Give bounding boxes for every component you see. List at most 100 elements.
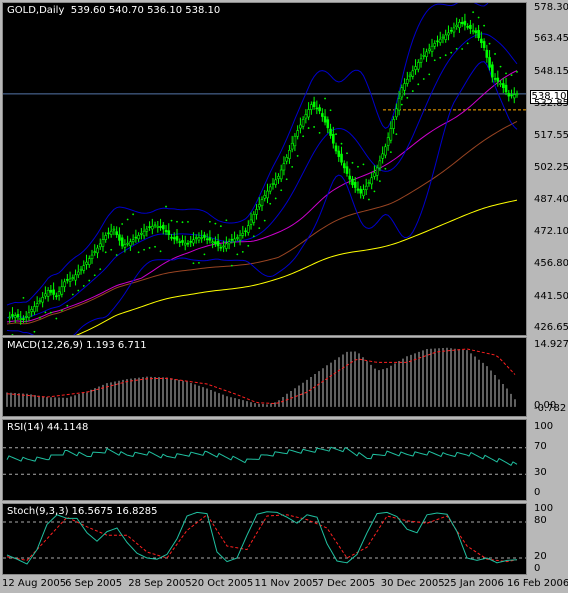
sar-dot bbox=[494, 53, 496, 55]
sar-dot bbox=[55, 317, 58, 320]
candle-body bbox=[373, 172, 376, 177]
candle-body bbox=[126, 242, 129, 245]
sar-dot bbox=[263, 219, 266, 222]
candle-body bbox=[219, 246, 223, 249]
candle-body bbox=[425, 51, 428, 57]
candle-body bbox=[458, 21, 461, 28]
candle-body bbox=[307, 109, 310, 118]
candle-body bbox=[252, 214, 256, 223]
sar-dot bbox=[192, 262, 195, 265]
sar-dot bbox=[77, 289, 80, 292]
candle-body bbox=[491, 64, 494, 78]
macd-axis-tick: -0.782 bbox=[534, 403, 567, 414]
sar-dot bbox=[11, 333, 14, 335]
candle-body bbox=[271, 183, 275, 185]
candle-body bbox=[436, 40, 439, 43]
candle-body bbox=[512, 94, 516, 99]
candle-body bbox=[263, 195, 267, 199]
candle-body bbox=[408, 74, 412, 78]
sar-dot bbox=[291, 166, 294, 168]
candle-body bbox=[455, 24, 458, 27]
sar-dot bbox=[230, 264, 233, 267]
candle-body bbox=[107, 232, 110, 235]
sar-dot bbox=[187, 221, 189, 223]
candle-body bbox=[395, 108, 398, 118]
sar-dot bbox=[477, 16, 480, 19]
candle-body bbox=[359, 188, 363, 194]
sar-dot bbox=[444, 54, 447, 57]
candle-body bbox=[406, 78, 409, 84]
candle-body bbox=[285, 157, 288, 162]
candle-body bbox=[203, 234, 206, 238]
candle-body bbox=[515, 93, 519, 96]
sar-dot bbox=[121, 223, 124, 225]
macd-signal-line bbox=[6, 348, 516, 404]
price-axis-tick: 563.45 bbox=[534, 33, 568, 45]
candle-body bbox=[323, 116, 327, 123]
candle-body bbox=[151, 225, 154, 230]
candle-body bbox=[164, 230, 168, 233]
candle-body bbox=[364, 185, 368, 190]
candle-body bbox=[120, 237, 124, 247]
candle-body bbox=[194, 237, 198, 239]
sar-dot bbox=[368, 198, 370, 201]
sar-dot bbox=[33, 330, 36, 333]
sar-dot bbox=[318, 131, 321, 134]
candle-body bbox=[79, 268, 83, 271]
candle-body bbox=[27, 312, 31, 318]
candle-body bbox=[466, 26, 469, 28]
sar-dot bbox=[362, 163, 365, 166]
sar-dot bbox=[49, 311, 52, 314]
sar-dot bbox=[99, 268, 102, 271]
time-axis-tick: 25 Jan 2006 bbox=[443, 578, 504, 589]
price-axis-tick: 487.40 bbox=[534, 193, 568, 205]
sar-dot bbox=[450, 51, 453, 54]
macd-axis-tick: 14.927 bbox=[534, 339, 568, 350]
candle-body bbox=[93, 251, 97, 253]
candle-body bbox=[378, 160, 382, 169]
candle-body bbox=[181, 240, 184, 243]
time-axis-tick: 16 Feb 2006 bbox=[507, 578, 568, 589]
time-axis-tick: 12 Aug 2005 bbox=[2, 578, 67, 589]
sar-dot bbox=[346, 152, 348, 155]
candle-body bbox=[342, 163, 346, 169]
candle-body bbox=[488, 57, 491, 68]
sar-dot bbox=[400, 103, 403, 106]
candle-body bbox=[501, 83, 505, 89]
price-chart-title: GOLD,Daily 539.60 540.70 536.10 538.10 bbox=[7, 5, 221, 16]
rsi-axis-tick: 70 bbox=[534, 440, 547, 452]
candle-body bbox=[129, 241, 132, 246]
candle-body bbox=[351, 178, 354, 186]
sar-dot bbox=[395, 133, 398, 136]
candle-body bbox=[326, 119, 330, 129]
candle-body bbox=[19, 318, 23, 320]
candle-body bbox=[452, 27, 456, 33]
candle-body bbox=[208, 237, 212, 241]
candle-body bbox=[438, 38, 442, 43]
candle-body bbox=[30, 308, 33, 312]
time-axis-tick: 11 Nov 2005 bbox=[254, 578, 319, 589]
sar-dot bbox=[488, 42, 491, 45]
candle-body bbox=[52, 289, 55, 295]
candle-body bbox=[148, 226, 151, 228]
candle-body bbox=[238, 235, 242, 241]
sar-dot bbox=[307, 127, 310, 129]
sar-dot bbox=[170, 219, 173, 222]
time-axis-tick: 28 Sep 2005 bbox=[128, 578, 192, 589]
price-axis-tick: 532.85 bbox=[534, 97, 568, 109]
candle-body bbox=[145, 228, 149, 232]
candle-body bbox=[321, 113, 324, 117]
candle-body bbox=[312, 101, 316, 107]
candle-body bbox=[192, 239, 195, 244]
stoch-chart bbox=[3, 511, 526, 565]
candle-body bbox=[142, 230, 146, 237]
rsi-panel: RSI(14) 44.1148 bbox=[2, 419, 527, 501]
candle-body bbox=[449, 30, 453, 32]
price-panel: GOLD,Daily 539.60 540.70 536.10 538.10 bbox=[2, 2, 527, 336]
candle-body bbox=[159, 225, 162, 228]
sar-dot bbox=[373, 190, 376, 193]
candle-body bbox=[76, 271, 80, 276]
candle-body bbox=[115, 231, 118, 236]
candle-body bbox=[299, 124, 302, 129]
sar-dot bbox=[499, 65, 502, 68]
